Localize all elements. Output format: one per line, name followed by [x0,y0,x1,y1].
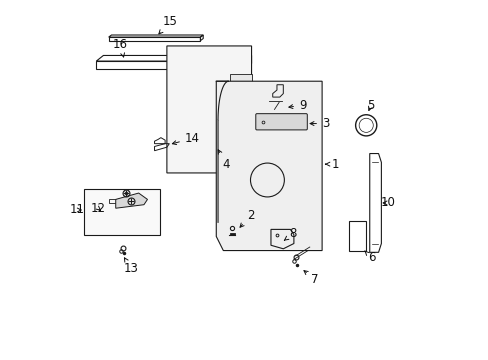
FancyBboxPatch shape [255,114,306,130]
Bar [84,189,160,235]
Text: 7: 7 [304,271,318,286]
Text: 1: 1 [325,158,338,171]
Text: 3: 3 [309,117,328,130]
Text: 4: 4 [218,150,229,171]
Text: 12: 12 [90,202,105,215]
Text: 5: 5 [366,99,374,112]
Polygon shape [166,46,279,173]
Text: 16: 16 [113,38,127,57]
Polygon shape [230,74,251,102]
Text: 8: 8 [284,227,296,240]
Text: 9: 9 [288,99,306,112]
Text: 10: 10 [380,197,395,210]
Text: 13: 13 [123,258,138,275]
Polygon shape [116,193,147,208]
Bar [108,199,119,203]
Text: 15: 15 [159,15,178,34]
Text: 14: 14 [172,132,200,145]
Text: 6: 6 [364,251,374,264]
Text: 2: 2 [240,209,254,227]
Text: 11: 11 [69,203,84,216]
Polygon shape [216,81,322,251]
Bar [348,221,366,251]
